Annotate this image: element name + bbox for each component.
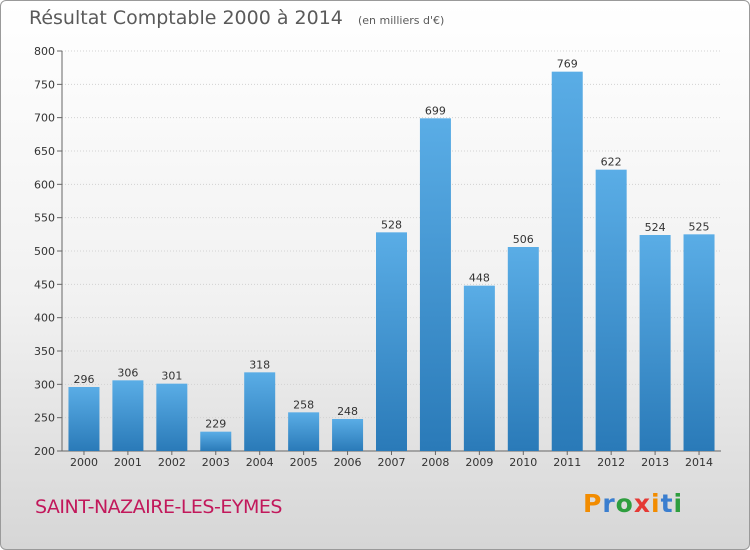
bar-2012 (595, 169, 627, 451)
x-tick-label-2002: 2002 (158, 456, 186, 469)
logo-letter: x (633, 489, 651, 518)
bars (68, 71, 715, 452)
logo-letter: P (583, 489, 603, 518)
data-label-2009: 448 (469, 272, 490, 285)
y-tick-label: 550 (34, 212, 55, 225)
bar-2010 (507, 247, 539, 451)
data-label-2000: 296 (73, 373, 94, 386)
bar-2011 (551, 71, 583, 452)
y-tick-label: 700 (34, 112, 55, 125)
y-tick-label: 800 (34, 45, 55, 58)
bar-2005 (288, 412, 320, 451)
x-tick-label-2007: 2007 (378, 456, 406, 469)
city-name: SAINT-NAZAIRE-LES-EYMES (35, 496, 282, 518)
data-label-2007: 528 (381, 218, 402, 231)
y-tick-label: 400 (34, 312, 55, 325)
x-tick-label-2001: 2001 (114, 456, 142, 469)
data-label-2014: 525 (689, 220, 710, 233)
x-tick-label-2005: 2005 (290, 456, 318, 469)
data-label-2011: 769 (557, 58, 578, 71)
y-tick-label: 250 (34, 412, 55, 425)
y-tick-label: 500 (34, 245, 55, 258)
x-tick-label-2003: 2003 (202, 456, 230, 469)
bar-2004 (244, 372, 276, 451)
data-label-2013: 524 (645, 221, 666, 234)
x-tick-label-2014: 2014 (685, 456, 713, 469)
data-label-2010: 506 (513, 233, 534, 246)
y-tick-label: 200 (34, 445, 55, 458)
y-tick-label: 350 (34, 345, 55, 358)
bar-2008 (419, 118, 451, 451)
x-tick-label-2010: 2010 (509, 456, 537, 469)
data-label-2003: 229 (205, 418, 226, 431)
chart-title-block: Résultat Comptable 2000 à 2014 (en milli… (29, 7, 444, 29)
data-label-2006: 248 (337, 405, 358, 418)
x-tick-label-2011: 2011 (553, 456, 581, 469)
x-tick-label-2012: 2012 (597, 456, 625, 469)
chart-title: Résultat Comptable 2000 à 2014 (29, 7, 343, 29)
bar-2013 (639, 235, 671, 451)
y-tick-label: 600 (34, 178, 55, 191)
labels: 296 306 301 229 318 258 248 528 699 448 506 769 622 5… (73, 58, 709, 431)
x-tick-label-2004: 2004 (246, 456, 274, 469)
bar-2003 (200, 431, 232, 451)
bar-2000 (68, 387, 100, 451)
y-tick-label: 300 (34, 378, 55, 391)
x-tick-label-2008: 2008 (421, 456, 449, 469)
logo-letter: t (660, 489, 674, 518)
chart-unit: (en milliers d'€) (357, 14, 445, 27)
y-tick-label: 750 (34, 78, 55, 91)
logo-letter: r (602, 489, 616, 518)
data-label-2005: 258 (293, 398, 314, 411)
data-label-2008: 699 (425, 104, 446, 117)
x-tick-label-2000: 2000 (70, 456, 98, 469)
data-label-2002: 301 (161, 370, 182, 383)
bar-2001 (112, 380, 144, 451)
bar-2006 (332, 419, 364, 451)
x-tick-label-2006: 2006 (334, 456, 362, 469)
bar-2009 (463, 285, 495, 451)
logo-letter: o (615, 489, 634, 518)
y-tick-label: 450 (34, 278, 55, 291)
bar-2007 (376, 232, 407, 451)
data-label-2012: 622 (601, 156, 622, 169)
data-label-2004: 318 (249, 358, 270, 371)
data-label-2001: 306 (117, 366, 138, 379)
bar-2014 (683, 234, 715, 451)
x-tick-label-2009: 2009 (465, 456, 493, 469)
logo-letter: i (673, 489, 684, 518)
bar-2002 (156, 383, 188, 451)
y-tick-label: 650 (34, 145, 55, 158)
x-tick-label-2013: 2013 (641, 456, 669, 469)
logo-letter: i (651, 489, 661, 518)
proxiti-logo[interactable]: Proxiti (583, 489, 683, 518)
